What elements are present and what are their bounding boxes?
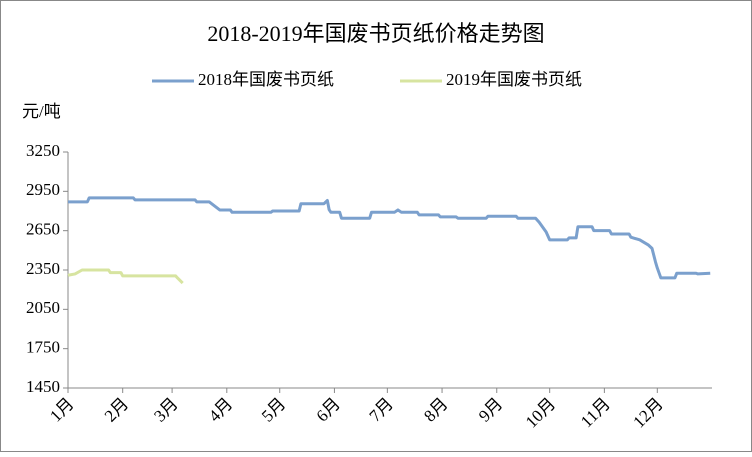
y-tick-label: 1450 <box>26 377 60 396</box>
series-line <box>68 196 711 280</box>
y-tick-label: 2950 <box>26 180 60 199</box>
series-line <box>67 268 184 285</box>
chart-title: 2018-2019年国废书页纸价格走势图 <box>207 21 544 46</box>
legend-label: 2018年国废书页纸 <box>198 70 334 89</box>
y-axis-label: 元/吨 <box>22 102 61 121</box>
y-tick-label: 2050 <box>26 298 60 317</box>
y-tick-label: 3250 <box>26 141 60 160</box>
legend-label: 2019年国废书页纸 <box>446 70 582 89</box>
y-tick-label: 2650 <box>26 220 60 239</box>
y-tick-label: 2350 <box>26 259 60 278</box>
y-tick-label: 1750 <box>26 338 60 357</box>
